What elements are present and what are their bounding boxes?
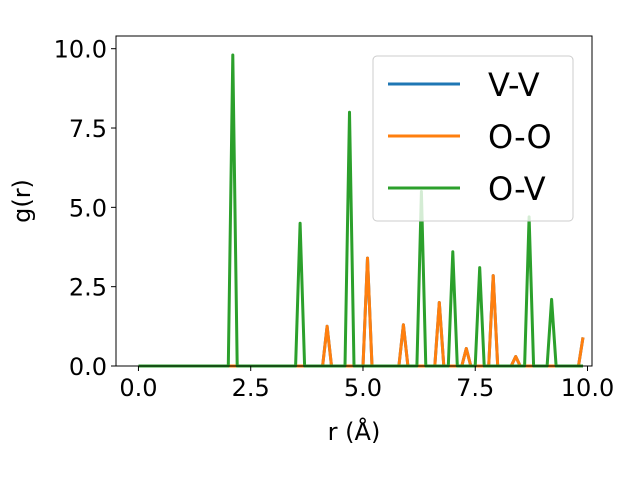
x-tick-label: 0.0 [119,374,157,402]
x-tick-label: 10.0 [561,374,614,402]
y-tick-label: 7.5 [69,115,107,143]
x-tick-label: 2.5 [232,374,270,402]
legend-box [372,55,574,222]
y-tick-label: 2.5 [69,274,107,302]
y-axis: 0.0 2.5 5.0 7.5 10.0 [54,36,116,381]
y-tick-label: 5.0 [69,194,107,222]
y-tick-label: 0.0 [69,353,107,381]
series-line-o-o [138,256,585,368]
legend-label-o-v: O-V [488,170,546,208]
y-tick-label: 10.0 [54,36,107,64]
legend: V-V O-O O-V [372,55,574,222]
series-line-v-v [138,256,585,368]
y-axis-label: g(r) [8,179,36,223]
legend-label-o-o: O-O [488,118,552,156]
legend-label-v-v: V-V [488,66,540,104]
x-axis-label: r (Å) [328,417,381,446]
plot-frame [115,35,593,367]
x-axis: 0.0 2.5 5.0 7.5 10.0 [119,366,614,402]
x-tick-label: 7.5 [456,374,494,402]
x-tick-label: 5.0 [344,374,382,402]
